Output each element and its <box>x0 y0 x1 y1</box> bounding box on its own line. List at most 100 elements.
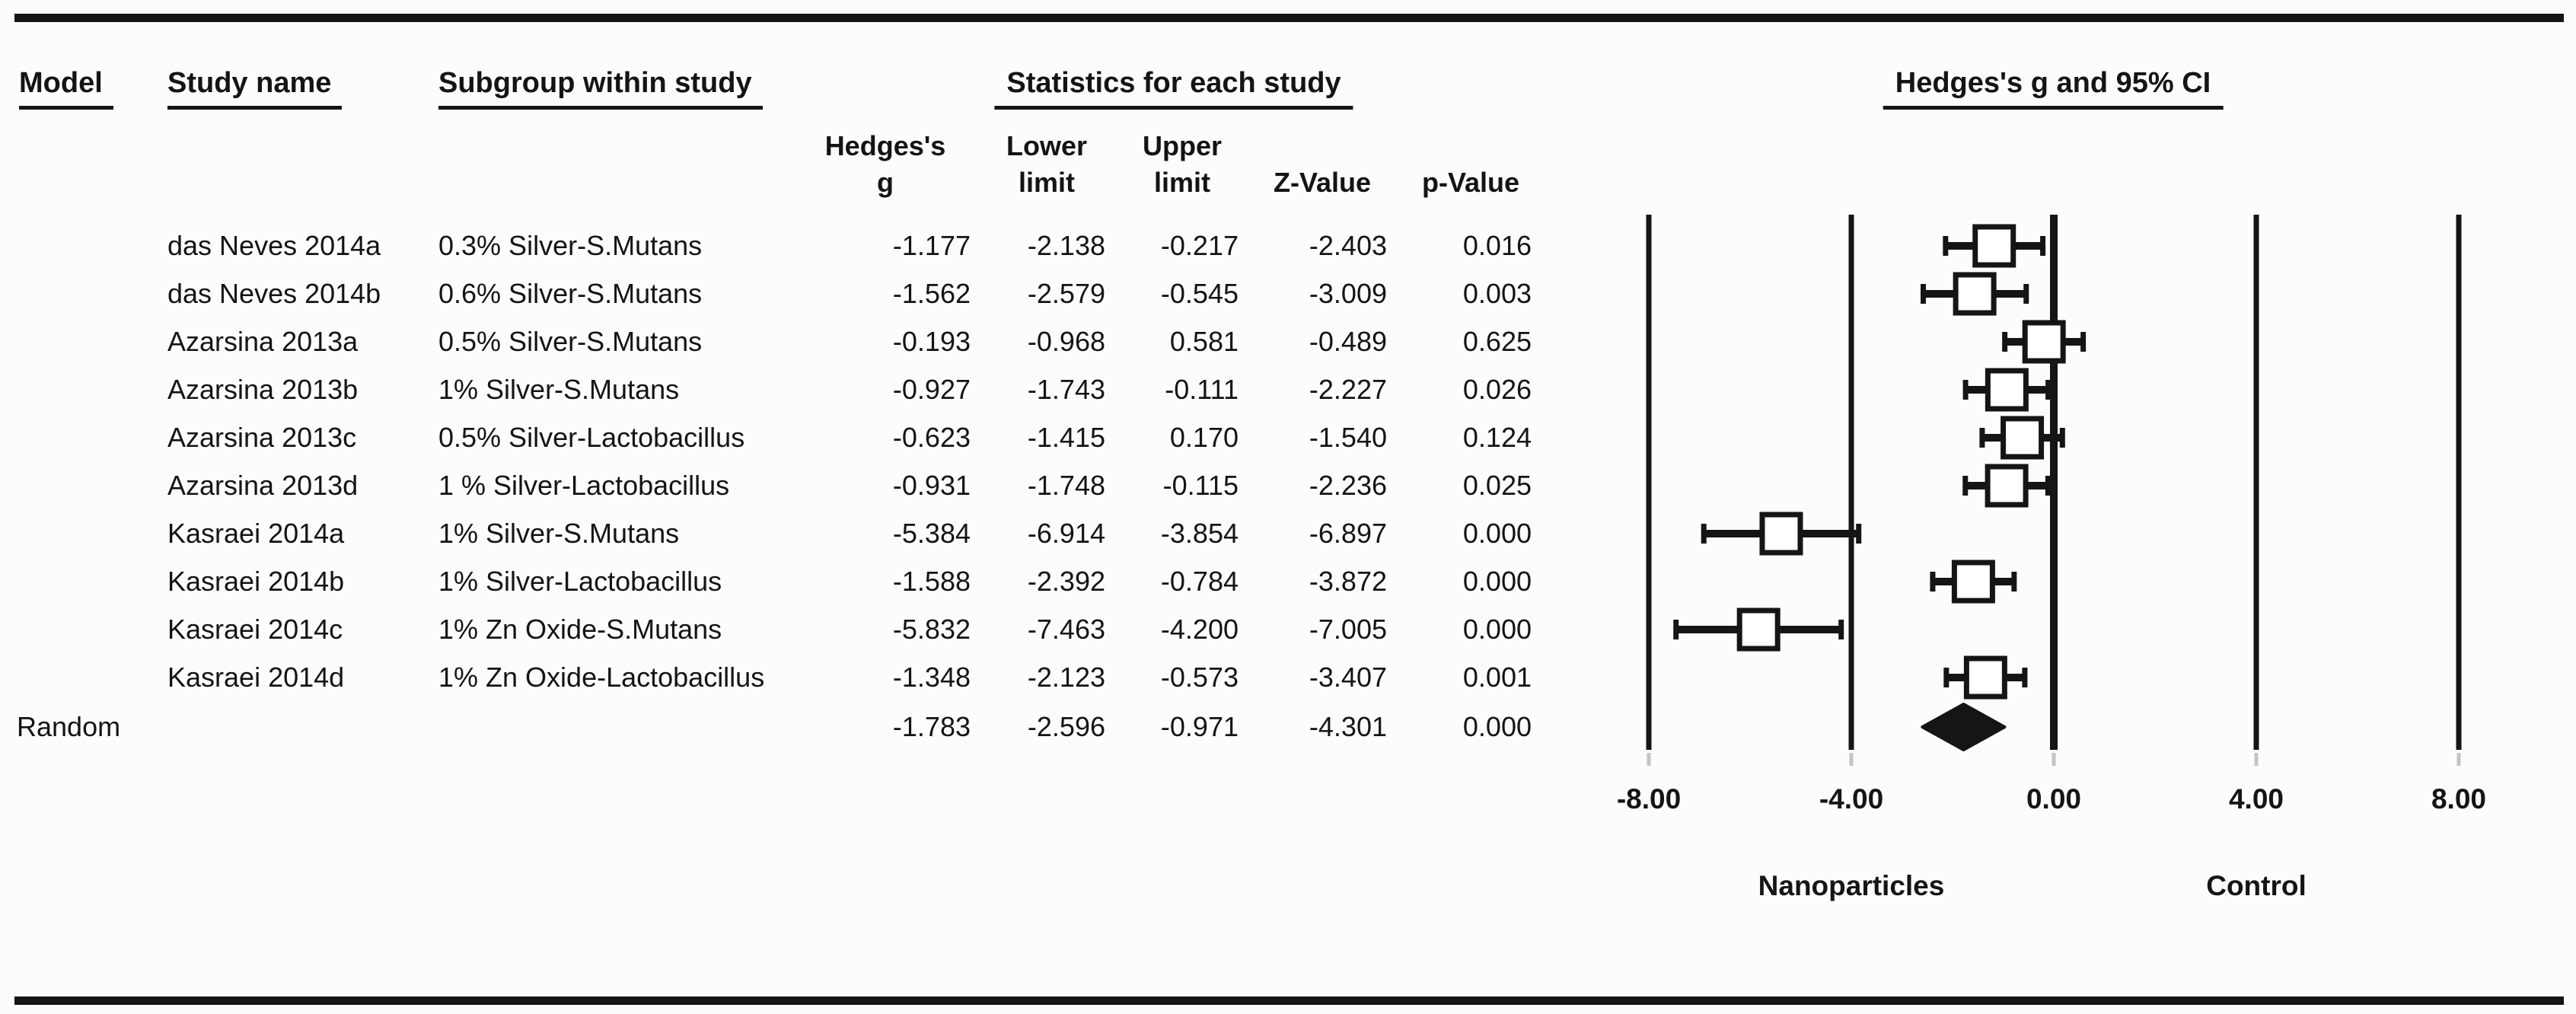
cell-subgroup: 1% Zn Oxide-Lactobacillus <box>438 662 765 693</box>
bottom-rule <box>14 996 2564 1005</box>
axis-tick-label: 0.00 <box>2026 783 2081 815</box>
cell-subgroup: 1% Zn Oxide-S.Mutans <box>438 614 722 645</box>
study-point-square <box>1759 512 1803 556</box>
cell-lower: -2.138 <box>1027 230 1105 261</box>
group-label: Control <box>2206 870 2307 901</box>
cell-subgroup: 0.3% Silver-S.Mutans <box>438 230 703 261</box>
cell-study: Azarsina 2013d <box>167 470 359 501</box>
stat-subheader-line: Hedges's <box>824 130 946 161</box>
cell-z: -3.407 <box>1309 662 1387 693</box>
cell-g: -0.623 <box>892 422 971 453</box>
axis-tick-label: 8.00 <box>2431 783 2486 815</box>
cell-upper: -0.573 <box>1160 662 1239 693</box>
cell-lower: -2.579 <box>1027 278 1105 309</box>
table-row: Kasraei 2014d 1% Zn Oxide-Lactobacillus -1… <box>0 654 1599 701</box>
table-row-summary: Random -1.783 -2.596 -0.971 -4.301 0.000 <box>0 703 1599 751</box>
cell-lower: -2.123 <box>1027 662 1105 693</box>
cell-g: -1.348 <box>892 662 971 693</box>
table-row: Azarsina 2013a 0.5% Silver-S.Mutans -0.193… <box>0 318 1599 365</box>
stat-subheader: p-Value <box>1422 122 1519 201</box>
top-rule <box>14 14 2564 22</box>
cell-lower: -1.415 <box>1027 422 1105 453</box>
cell-g: -1.177 <box>892 230 971 261</box>
table-row: Azarsina 2013c 0.5% Silver-Lactobacillus -… <box>0 414 1599 461</box>
stat-subheader-line: g <box>877 167 894 198</box>
cell-study: Azarsina 2013b <box>167 374 359 405</box>
cell-study: Kasraei 2014b <box>167 566 345 597</box>
cell-upper: 0.170 <box>1169 422 1239 453</box>
cell-upper: 0.581 <box>1169 326 1239 357</box>
cell-z: -6.897 <box>1309 518 1387 549</box>
table-row: das Neves 2014a 0.3% Silver-S.Mutans -1.17… <box>0 222 1599 269</box>
cell-lower: -2.596 <box>1027 711 1105 742</box>
column-header-ci: Hedges's g and 95% CI <box>1883 65 2224 110</box>
cell-p: 0.000 <box>1462 614 1532 645</box>
stat-subheader: Lower limit <box>1006 122 1087 201</box>
cell-g: -1.562 <box>892 278 971 309</box>
cell-upper: -0.115 <box>1162 470 1239 501</box>
cell-g: -0.931 <box>892 470 971 501</box>
study-point-square <box>2022 320 2066 364</box>
stat-subheader-line: limit <box>1153 167 1211 198</box>
cell-subgroup: 1 % Silver-Lactobacillus <box>438 470 730 501</box>
cell-p: 0.000 <box>1462 518 1532 549</box>
column-header-study-name: Study name <box>167 65 343 110</box>
stat-subheader-line: Z-Value <box>1273 167 1372 198</box>
stat-subheader: Z-Value <box>1274 122 1371 201</box>
summary-diamond <box>1921 703 2007 751</box>
group-label: Nanoparticles <box>1758 870 1945 901</box>
column-header-model: Model <box>19 65 113 110</box>
cell-upper: -0.545 <box>1160 278 1239 309</box>
cell-g: -1.783 <box>892 711 971 742</box>
cell-subgroup: 1% Silver-Lactobacillus <box>438 566 722 597</box>
study-point-square <box>1953 272 1997 316</box>
cell-study: das Neves 2014a <box>167 230 381 261</box>
cell-z: -2.227 <box>1309 374 1387 405</box>
cell-subgroup: 0.5% Silver-Lactobacillus <box>438 422 745 453</box>
axis-tick-label: -4.00 <box>1819 783 1883 815</box>
cell-study: Kasraei 2014a <box>167 518 345 549</box>
study-point-square <box>1985 368 2029 412</box>
cell-z: -3.009 <box>1309 278 1387 309</box>
cell-p: 0.026 <box>1462 374 1532 405</box>
cell-upper: -4.200 <box>1160 614 1239 645</box>
stat-subheader-line: p-Value <box>1421 167 1520 198</box>
table-row: Kasraei 2014b 1% Silver-Lactobacillus -1.5… <box>0 558 1599 605</box>
axis-tick-label: -8.00 <box>1617 783 1681 815</box>
cell-z: -2.236 <box>1309 470 1387 501</box>
cell-z: -2.403 <box>1309 230 1387 261</box>
cell-lower: -7.463 <box>1027 614 1105 645</box>
cell-subgroup: 1% Silver-S.Mutans <box>438 374 680 405</box>
stat-subheader: Upper limit <box>1143 122 1222 201</box>
cell-study: das Neves 2014b <box>167 278 381 309</box>
cell-subgroup: 0.6% Silver-S.Mutans <box>438 278 703 309</box>
cell-p: 0.025 <box>1462 470 1532 501</box>
cell-z: -3.872 <box>1309 566 1387 597</box>
stat-subheader: Hedges's g <box>825 122 946 201</box>
cell-upper: -0.784 <box>1160 566 1239 597</box>
cell-p: 0.000 <box>1462 711 1532 742</box>
cell-z: -7.005 <box>1309 614 1387 645</box>
cell-z: -4.301 <box>1309 711 1387 742</box>
cell-z: -0.489 <box>1309 326 1387 357</box>
cell-upper: -0.217 <box>1160 230 1239 261</box>
cell-upper: -0.111 <box>1165 374 1239 405</box>
stat-subheader-line: Lower <box>1006 130 1088 161</box>
cell-g: -0.927 <box>892 374 971 405</box>
cell-g: -5.832 <box>892 614 971 645</box>
study-point-square <box>1963 655 2007 700</box>
cell-study: Azarsina 2013c <box>167 422 357 453</box>
cell-model: Random <box>17 711 121 742</box>
table-row: Azarsina 2013d 1 % Silver-Lactobacillus -0… <box>0 462 1599 509</box>
column-header-subgroup: Subgroup within study <box>438 65 763 110</box>
study-point-square <box>1972 224 2016 268</box>
study-point-square <box>1985 464 2029 508</box>
table-row: Kasraei 2014c 1% Zn Oxide-S.Mutans -5.832 -… <box>0 606 1599 653</box>
table-row: Azarsina 2013b 1% Silver-S.Mutans -0.927 -1… <box>0 366 1599 413</box>
cell-lower: -6.914 <box>1027 518 1105 549</box>
table-row: das Neves 2014b 0.6% Silver-S.Mutans -1.56… <box>0 270 1599 317</box>
cell-study: Kasraei 2014c <box>167 614 343 645</box>
stat-subheader-line: Upper <box>1142 130 1223 161</box>
